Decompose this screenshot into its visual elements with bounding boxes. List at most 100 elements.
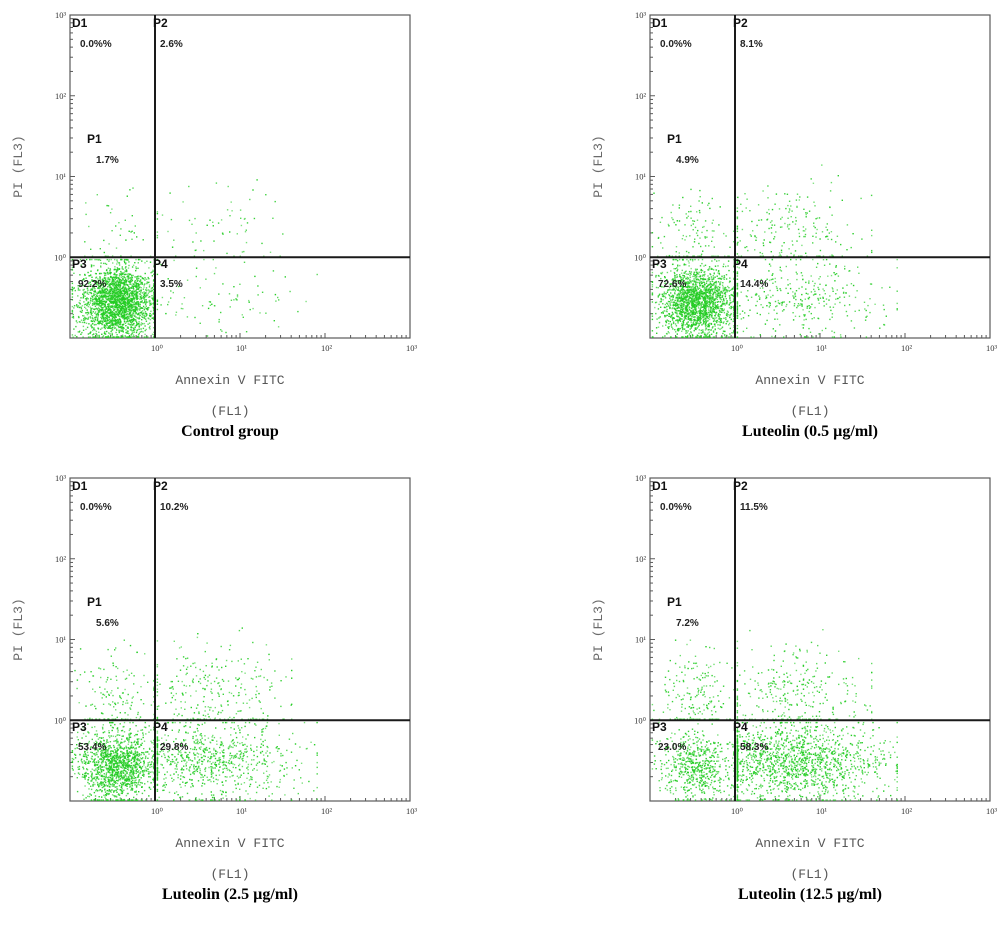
event-dot bbox=[130, 283, 132, 285]
event-dot bbox=[804, 298, 806, 300]
event-dot bbox=[736, 266, 739, 268]
event-dot bbox=[689, 335, 691, 337]
event-dot bbox=[697, 319, 699, 322]
event-dot bbox=[693, 298, 696, 300]
event-dot bbox=[109, 319, 111, 322]
event-dot bbox=[717, 327, 719, 330]
event-dot bbox=[138, 315, 141, 317]
event-dot bbox=[110, 312, 112, 314]
event-dot bbox=[143, 295, 145, 298]
event-dot bbox=[675, 288, 677, 290]
event-dot bbox=[725, 288, 727, 291]
event-dot bbox=[680, 297, 682, 299]
event-dot bbox=[704, 278, 706, 281]
event-dot bbox=[119, 319, 121, 321]
event-dot bbox=[131, 238, 133, 240]
event-dot bbox=[660, 272, 662, 274]
event-dot bbox=[785, 305, 787, 308]
event-dot bbox=[117, 309, 119, 311]
event-dot bbox=[689, 312, 692, 314]
event-dot bbox=[85, 318, 87, 320]
event-dot bbox=[78, 301, 80, 304]
event-dot bbox=[93, 333, 95, 335]
event-dot bbox=[717, 281, 720, 283]
event-dot bbox=[713, 299, 715, 301]
event-dot bbox=[682, 295, 684, 298]
event-dot bbox=[772, 294, 774, 297]
event-dot bbox=[132, 286, 134, 289]
event-dot bbox=[134, 328, 136, 331]
event-dot bbox=[723, 309, 725, 312]
event-dot bbox=[711, 311, 713, 314]
event-dot bbox=[669, 315, 671, 317]
event-dot bbox=[140, 289, 142, 291]
event-dot bbox=[674, 258, 676, 261]
event-dot bbox=[105, 295, 108, 298]
event-dot bbox=[107, 273, 109, 275]
event-dot bbox=[721, 303, 723, 305]
event-dot bbox=[99, 280, 102, 283]
event-dot bbox=[712, 326, 714, 328]
event-dot bbox=[112, 336, 114, 338]
event-dot bbox=[701, 315, 703, 318]
event-dot bbox=[112, 307, 114, 310]
event-dot bbox=[719, 301, 722, 303]
event-dot bbox=[101, 291, 103, 294]
event-dot bbox=[669, 297, 671, 300]
event-dot bbox=[699, 279, 701, 282]
event-dot bbox=[153, 282, 155, 285]
event-dot bbox=[140, 322, 143, 324]
event-dot bbox=[678, 329, 680, 332]
event-dot bbox=[728, 281, 731, 284]
event-dot bbox=[118, 262, 120, 264]
event-dot bbox=[666, 279, 668, 281]
event-dot bbox=[134, 315, 136, 317]
event-dot bbox=[91, 315, 94, 317]
event-dot bbox=[113, 312, 115, 314]
event-dot bbox=[127, 316, 129, 318]
x-tick-label: 10² bbox=[321, 343, 333, 353]
event-dot bbox=[111, 288, 114, 290]
event-dot bbox=[220, 311, 222, 314]
event-dot bbox=[145, 312, 148, 315]
event-dot bbox=[116, 329, 118, 331]
event-dot bbox=[706, 315, 708, 317]
event-dot bbox=[848, 304, 851, 306]
event-dot bbox=[711, 315, 713, 317]
event-dot bbox=[713, 319, 716, 321]
event-dot bbox=[122, 317, 125, 319]
event-dot bbox=[669, 336, 672, 338]
event-dot bbox=[677, 268, 679, 271]
event-dot bbox=[681, 279, 683, 281]
event-dot bbox=[669, 320, 671, 323]
event-dot bbox=[119, 318, 121, 320]
event-dot bbox=[726, 301, 728, 304]
event-dot bbox=[110, 295, 113, 298]
event-dot bbox=[88, 304, 90, 306]
event-dot bbox=[98, 336, 100, 338]
event-dot bbox=[91, 312, 93, 314]
event-dot bbox=[137, 308, 139, 310]
event-dot bbox=[844, 304, 846, 307]
event-dot bbox=[125, 292, 127, 295]
event-dot bbox=[703, 321, 706, 323]
event-dot bbox=[130, 336, 132, 338]
event-dot bbox=[117, 309, 120, 311]
event-dot bbox=[663, 291, 666, 293]
event-dot bbox=[100, 296, 103, 298]
event-dot bbox=[104, 291, 107, 293]
event-dot bbox=[93, 336, 95, 338]
event-dot bbox=[87, 336, 90, 338]
event-dot bbox=[133, 311, 135, 313]
event-dot bbox=[715, 306, 717, 308]
event-dot bbox=[108, 309, 110, 311]
event-dot bbox=[717, 277, 719, 280]
event-dot bbox=[127, 296, 129, 298]
event-dot bbox=[696, 285, 698, 287]
event-dot bbox=[677, 280, 680, 282]
event-dot bbox=[89, 306, 91, 308]
event-dot bbox=[98, 308, 100, 310]
event-dot bbox=[76, 305, 78, 307]
event-dot bbox=[122, 276, 124, 278]
event-dot bbox=[100, 301, 103, 303]
